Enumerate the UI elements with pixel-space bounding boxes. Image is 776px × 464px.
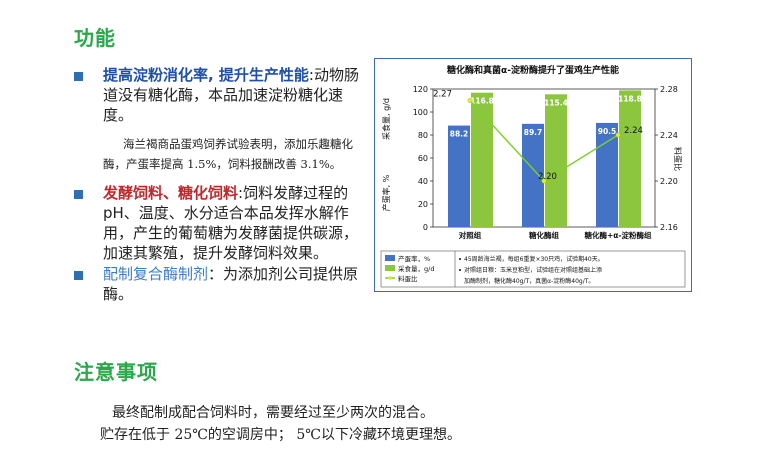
y-left-tick-label: 60	[418, 154, 428, 163]
legend-label-feed-intake: 采食量，g/d	[398, 264, 434, 273]
trial-note-line-1: 海兰褐商品蛋鸡饲养试验表明，添加乐趣糖化	[123, 137, 353, 151]
y-left-tick-label: 100	[413, 108, 428, 117]
bar-feed-intake	[619, 90, 641, 227]
bar-value-label-feed-intake: 116.8	[470, 97, 494, 106]
bar-value-label-egg-rate: 90.5	[598, 127, 617, 136]
y-right-tick-label: 2.28	[660, 85, 678, 94]
section-title-function: 功能	[74, 26, 116, 50]
section-title-notice: 注意事项	[74, 360, 158, 384]
footnote-2: 对照组日粮：玉米豆粕型，试验组在对照组基础上添	[464, 266, 602, 274]
bar-value-label-egg-rate: 88.2	[450, 130, 469, 139]
notice-line-1: 最终配制成配合饲料时，需要经过至少两次的混合。	[112, 405, 434, 421]
feature-text-2: 饲料发酵过程的pH、温度、水分适合本品发挥水解作用，产生的葡萄糖为发酵菌提供碳源…	[103, 184, 359, 262]
feature-title-2: 发酵饲料、糖化饲料	[103, 184, 239, 202]
y-right-label: 料蛋比	[673, 147, 683, 171]
feature-title-1: 提高淀粉消化率, 提升生产性能	[103, 66, 309, 84]
x-category-label: 糖化酶组	[529, 230, 559, 240]
feature-sep-1: :	[308, 66, 314, 84]
y-left-label-1: 采食量, g/d	[381, 98, 391, 140]
bar-feed-intake	[545, 94, 567, 227]
line-value-label-fcr: 2.20	[538, 172, 557, 182]
legend-frame	[380, 250, 686, 288]
feature-item-3: 配制复合酶制剂：为添加剂公司提供原酶。	[103, 264, 365, 304]
y-right-tick-label: 2.24	[660, 131, 678, 140]
trial-note: 海兰褐商品蛋鸡饲养试验表明，添加乐趣糖化 酶，产蛋率提高 1.5%，饲料报酬改善…	[103, 134, 365, 174]
bar-feed-intake	[471, 92, 493, 228]
bar-egg-rate	[596, 122, 618, 227]
chart-svg: 糖化酶和真菌α-淀粉酶提升了蛋鸡生产性能 采食量, g/d 产蛋率, % 料蛋比…	[380, 64, 686, 288]
legend-label-egg-rate: 产蛋率，%	[398, 254, 430, 263]
footnote-bullet	[459, 258, 461, 260]
line-value-label-fcr: 2.24	[624, 126, 643, 136]
bar-value-label-egg-rate: 89.7	[524, 128, 543, 137]
line-point-fcr	[467, 98, 473, 103]
y-left-tick-label: 120	[413, 85, 428, 94]
feature-item-2: 发酵饲料、糖化饲料:饲料发酵过程的pH、温度、水分适合本品发挥水解作用，产生的葡…	[103, 183, 365, 263]
bullet-icon	[74, 271, 83, 280]
feature-text-3: 为添加剂公司提供原酶。	[103, 265, 359, 303]
footnote-bullet	[459, 269, 461, 271]
bullet-icon	[74, 72, 83, 81]
legend-label-fcr: 料蛋比	[398, 274, 418, 283]
feature-title-3: 配制复合酶制剂	[103, 265, 209, 283]
line-point-fcr	[541, 178, 547, 184]
feature-sep-2: :	[238, 184, 244, 202]
y-left-tick-label: 20	[418, 200, 428, 209]
legend-swatch-egg-rate	[385, 255, 395, 261]
line-value-label-fcr: 2.27	[433, 90, 452, 100]
x-category-label: 糖化酶+α-淀粉酶组	[584, 230, 652, 240]
legend-marker-fcr	[388, 276, 392, 280]
y-right-tick-label: 2.16	[660, 223, 678, 232]
trial-note-line-2: 酶，产蛋率提高 1.5%，饲料报酬改善 3.1%。	[103, 157, 342, 171]
y-left-label-2: 产蛋率, %	[381, 174, 391, 211]
x-category-label: 对照组	[459, 230, 482, 240]
bar-value-label-feed-intake: 118.8	[618, 94, 642, 103]
chart-plot-layer: 0 20 40 60 80 100 120 2.16 2.20 2.24 2.28 88.2 116.8…	[413, 85, 678, 240]
notice-line-2: 贮存在低于 25℃的空调房中； 5℃以下冷藏环境更理想。	[100, 427, 461, 443]
feature-text-1: 动物肠道没有糖化酶，本品加速淀粉糖化速度。	[103, 66, 359, 124]
chart-title: 糖化酶和真菌α-淀粉酶提升了蛋鸡生产性能	[447, 64, 619, 76]
bar-value-label-feed-intake: 115.4	[544, 98, 568, 107]
footnote-3: 加酶制剂，糖化酶40g/T，真菌α-淀粉酶40g/T。	[464, 277, 594, 285]
bar-egg-rate	[522, 123, 544, 227]
footnote-1: 45周龄海兰褐，每组6重复×30只鸡，试验期40天。	[464, 255, 604, 263]
bullet-icon	[74, 190, 83, 199]
line-point-fcr	[615, 132, 621, 138]
y-left-tick-label: 0	[423, 223, 428, 232]
bar-egg-rate	[448, 125, 470, 227]
legend-swatch-feed-intake	[385, 265, 395, 271]
y-left-tick-label: 40	[418, 177, 428, 186]
feature-sep-3: ：	[208, 265, 224, 283]
y-left-tick-label: 80	[418, 131, 428, 140]
feature-item-1: 提高淀粉消化率, 提升生产性能:动物肠道没有糖化酶，本品加速淀粉糖化速度。	[103, 65, 365, 125]
y-right-tick-label: 2.20	[660, 177, 678, 186]
performance-chart: 糖化酶和真菌α-淀粉酶提升了蛋鸡生产性能 采食量, g/d 产蛋率, % 料蛋比…	[374, 58, 692, 292]
